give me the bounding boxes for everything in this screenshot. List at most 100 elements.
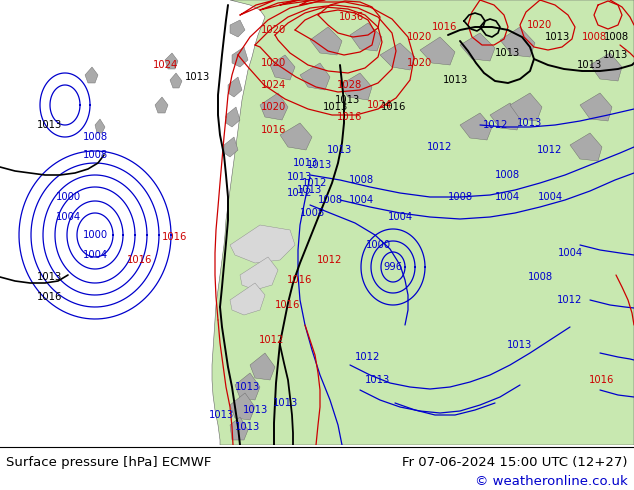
Polygon shape: [580, 93, 612, 121]
Polygon shape: [240, 257, 278, 290]
Text: 1008: 1008: [448, 192, 472, 202]
Text: 1016: 1016: [287, 275, 313, 285]
Text: © weatheronline.co.uk: © weatheronline.co.uk: [475, 475, 628, 489]
Text: 1012: 1012: [302, 178, 328, 188]
Text: Fr 07-06-2024 15:00 UTC (12+27): Fr 07-06-2024 15:00 UTC (12+27): [402, 456, 628, 468]
Text: 1016: 1016: [432, 22, 458, 32]
Text: 1000: 1000: [82, 230, 108, 240]
Text: 1013: 1013: [307, 160, 333, 170]
Text: 1016: 1016: [261, 125, 287, 135]
Polygon shape: [270, 55, 295, 80]
Text: 1020: 1020: [261, 102, 287, 112]
Text: 1016: 1016: [337, 112, 363, 122]
Text: 1013: 1013: [294, 158, 319, 168]
Text: 1008: 1008: [604, 32, 628, 42]
Polygon shape: [280, 123, 312, 150]
Text: 1013: 1013: [335, 95, 361, 105]
Text: 1013: 1013: [578, 60, 603, 70]
Text: 1008: 1008: [82, 132, 108, 142]
Text: 1013: 1013: [495, 48, 521, 58]
Polygon shape: [230, 417, 248, 440]
Text: 1004: 1004: [387, 212, 413, 222]
Polygon shape: [490, 103, 522, 130]
Polygon shape: [300, 63, 330, 90]
Text: 1013: 1013: [327, 145, 353, 155]
Polygon shape: [350, 23, 382, 51]
Polygon shape: [226, 107, 240, 127]
Polygon shape: [235, 373, 260, 400]
Polygon shape: [232, 47, 248, 67]
Text: 1013: 1013: [365, 375, 391, 385]
Text: 1008: 1008: [581, 32, 607, 42]
Text: 1016: 1016: [381, 102, 406, 112]
Text: 1012: 1012: [287, 188, 313, 198]
Text: 1016: 1016: [275, 300, 301, 310]
Polygon shape: [230, 225, 295, 263]
Polygon shape: [212, 0, 634, 445]
Polygon shape: [228, 77, 242, 97]
Polygon shape: [500, 27, 535, 57]
Text: 1004: 1004: [538, 192, 562, 202]
Text: 1000: 1000: [365, 240, 391, 250]
Text: 1008: 1008: [82, 150, 108, 160]
Text: 1013: 1013: [209, 410, 235, 420]
Text: 1012: 1012: [557, 295, 583, 305]
Polygon shape: [260, 93, 288, 120]
Text: 1013: 1013: [185, 72, 210, 82]
Text: 1013: 1013: [235, 422, 261, 432]
Polygon shape: [95, 119, 105, 133]
Text: 1013: 1013: [507, 340, 533, 350]
Polygon shape: [85, 67, 98, 83]
Polygon shape: [340, 73, 372, 100]
Text: 1013: 1013: [443, 75, 469, 85]
Polygon shape: [250, 353, 275, 380]
Text: 1004: 1004: [349, 195, 373, 205]
Text: 1020: 1020: [527, 20, 553, 30]
Text: 1012: 1012: [355, 352, 380, 362]
Polygon shape: [460, 113, 492, 140]
Polygon shape: [155, 97, 168, 113]
Polygon shape: [420, 37, 455, 65]
Text: 1013: 1013: [323, 102, 349, 112]
Text: 1013: 1013: [37, 120, 63, 130]
Text: 1004: 1004: [557, 248, 583, 258]
Polygon shape: [230, 283, 265, 315]
Text: 1016: 1016: [127, 255, 153, 265]
Polygon shape: [380, 43, 415, 70]
Text: 1004: 1004: [82, 250, 108, 260]
Text: 1012: 1012: [483, 120, 508, 130]
Text: 1016: 1016: [590, 375, 615, 385]
Text: 1012: 1012: [317, 255, 343, 265]
Text: 1024: 1024: [152, 60, 178, 70]
Text: 1008: 1008: [527, 272, 553, 282]
Text: 1008: 1008: [495, 170, 519, 180]
Text: 1020: 1020: [261, 58, 287, 68]
Text: 1013: 1013: [545, 32, 571, 42]
Text: Surface pressure [hPa] ECMWF: Surface pressure [hPa] ECMWF: [6, 456, 212, 468]
Polygon shape: [310, 27, 342, 55]
Polygon shape: [230, 20, 245, 37]
Text: 1013: 1013: [517, 118, 543, 128]
Text: 1016: 1016: [37, 292, 63, 302]
Text: 1008: 1008: [349, 175, 373, 185]
Text: 1024: 1024: [367, 100, 392, 110]
Text: 1013: 1013: [273, 398, 297, 408]
Text: 1013: 1013: [37, 272, 63, 282]
Text: 1013: 1013: [604, 50, 629, 60]
Polygon shape: [460, 33, 495, 61]
Polygon shape: [590, 53, 622, 81]
Text: 1020: 1020: [261, 25, 287, 35]
Text: 1008: 1008: [318, 195, 342, 205]
Text: 1004: 1004: [55, 212, 81, 222]
Text: 1028: 1028: [337, 80, 363, 90]
Text: 1004: 1004: [495, 192, 519, 202]
Text: 1000: 1000: [55, 192, 81, 202]
Text: 1013: 1013: [287, 172, 313, 182]
Text: 1016: 1016: [162, 232, 188, 242]
Text: 1020: 1020: [408, 58, 432, 68]
Text: 1012: 1012: [537, 145, 563, 155]
Text: 1008: 1008: [299, 208, 325, 218]
Polygon shape: [170, 73, 182, 88]
Text: 996: 996: [384, 262, 403, 272]
Text: 1012: 1012: [259, 335, 285, 345]
